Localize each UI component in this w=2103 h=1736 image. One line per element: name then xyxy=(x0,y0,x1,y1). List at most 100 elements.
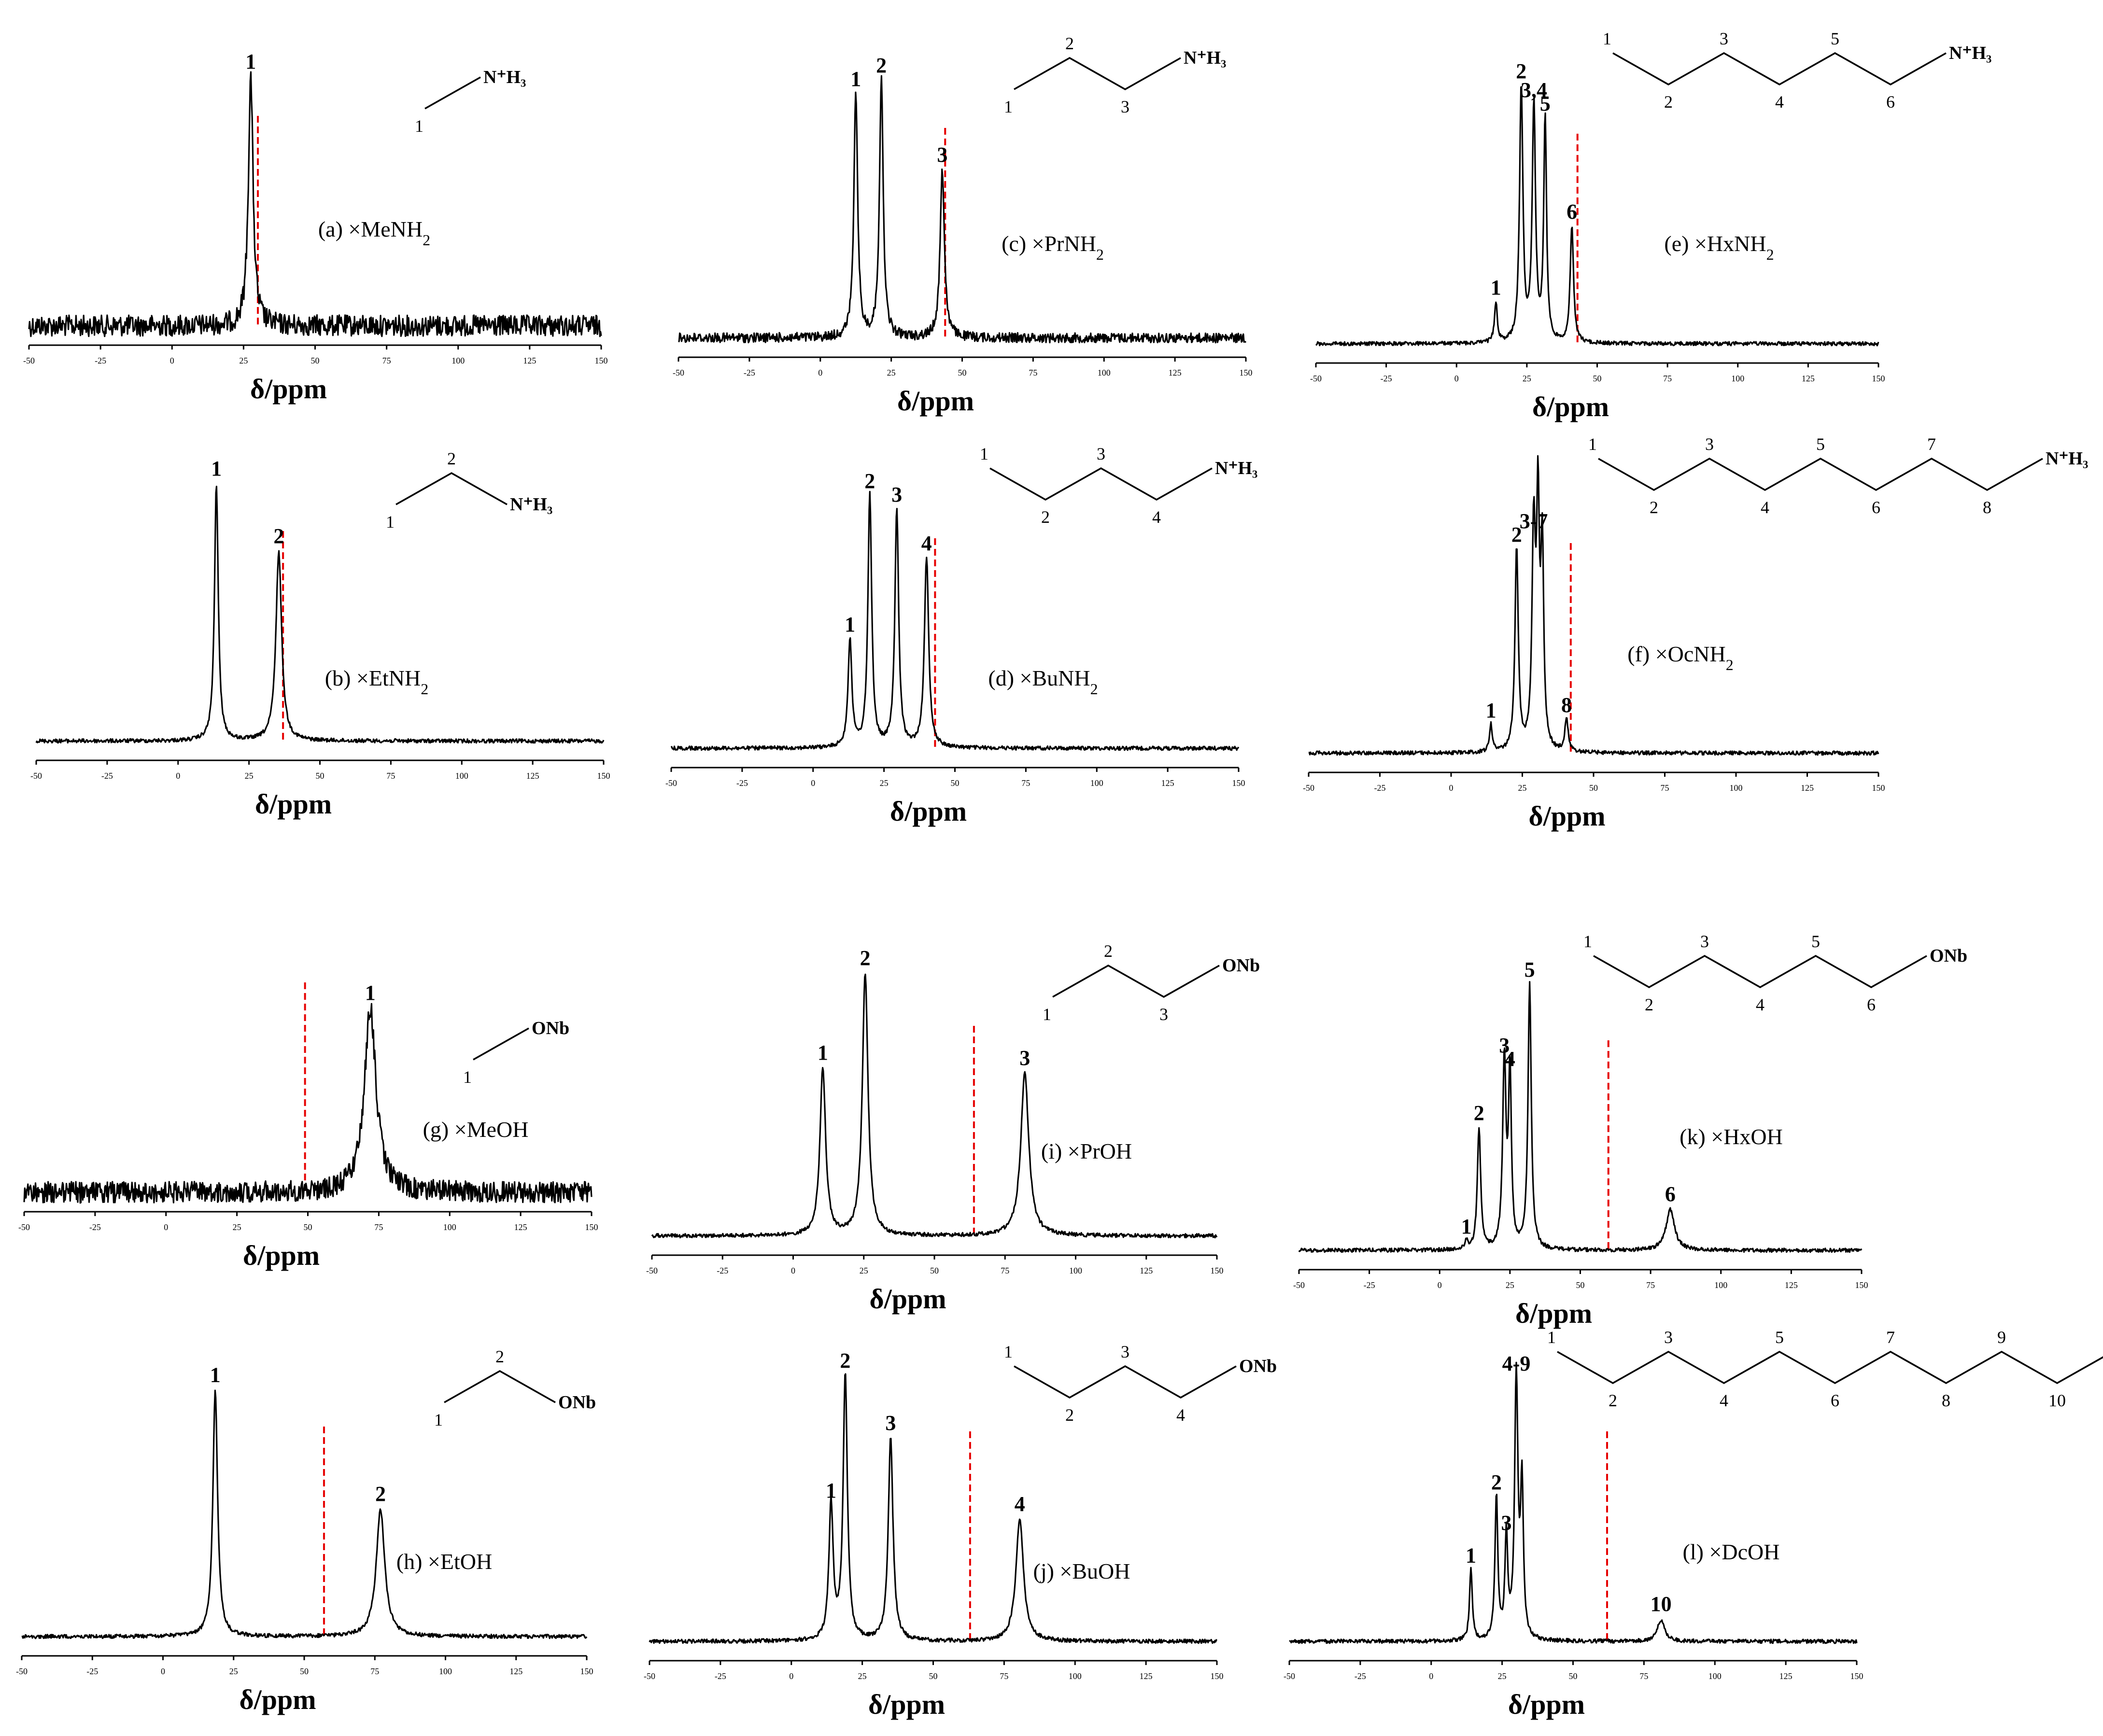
x-tick-label: 150 xyxy=(1211,1266,1224,1275)
x-axis-title: δ/ppm xyxy=(255,788,332,820)
x-tick-label: 75 xyxy=(1021,778,1030,788)
x-tick-label: 100 xyxy=(452,356,465,365)
x-tick-label: 25 xyxy=(1506,1280,1514,1290)
x-tick-label: 125 xyxy=(1779,1671,1792,1681)
panel-label: (b) ×EtNH2 xyxy=(325,666,428,698)
molecule-bonds xyxy=(1014,1365,1237,1399)
x-tick-label: 25 xyxy=(1523,374,1531,383)
x-tick-label: 150 xyxy=(1872,374,1885,383)
x-tick-label: 150 xyxy=(1232,778,1245,788)
spectrum-trace xyxy=(1298,981,1863,1253)
carbon-number: 1 xyxy=(1547,1328,1556,1347)
carbon-number: 2 xyxy=(1609,1391,1617,1410)
carbon-number: 3 xyxy=(1664,1328,1673,1347)
x-tick-label: 150 xyxy=(1211,1671,1224,1681)
x-tick-label: 50 xyxy=(929,1671,938,1681)
molecule-structure: 1 2 ONb xyxy=(434,1347,596,1429)
x-tick-label: 125 xyxy=(1801,783,1814,793)
x-tick-label: 75 xyxy=(1639,1671,1648,1681)
peak-label: 1 xyxy=(1491,276,1501,299)
carbon-number: 4 xyxy=(1761,498,1769,517)
molecule-structure: 1 2 3 4 5 6 ONb xyxy=(1583,932,1967,1014)
spectrum-trace xyxy=(35,486,605,744)
peak-label: 2 xyxy=(1491,1470,1502,1494)
molecule-bonds xyxy=(1014,56,1181,91)
x-tick-label: 125 xyxy=(514,1222,527,1232)
molecule-structure: 1 ONb xyxy=(463,1018,569,1087)
carbon-number: 6 xyxy=(1872,498,1880,517)
molecule-structure: 1 2 3 4 ONb xyxy=(1004,1342,1277,1425)
carbon-number: 5 xyxy=(1811,932,1820,951)
x-tick-label: 125 xyxy=(1140,1671,1153,1681)
x-tick-label: -25 xyxy=(715,1671,726,1681)
x-tick-label: -25 xyxy=(1364,1280,1375,1290)
x-axis-title: δ/ppm xyxy=(1515,1298,1592,1329)
carbon-number: 4 xyxy=(1775,92,1784,112)
x-tick-label: 50 xyxy=(951,778,960,788)
carbon-number: 1 xyxy=(980,444,988,463)
x-tick-label: 125 xyxy=(1161,778,1174,788)
head-group: N⁺H₃ xyxy=(1184,48,1226,68)
panel-label: (a) ×MeNH2 xyxy=(318,217,430,249)
panel-label: (g) ×MeOH xyxy=(423,1117,529,1142)
carbon-number: 2 xyxy=(1065,34,1074,53)
molecule-structure: 1 2 3 4 5 6 7 8 N⁺H₃ xyxy=(1588,434,2088,517)
x-axis-title: δ/ppm xyxy=(890,796,967,827)
head-group: ONb xyxy=(558,1392,596,1413)
peak-label: 2 xyxy=(864,469,875,493)
carbon-number: 2 xyxy=(1041,507,1050,527)
x-tick-label: 25 xyxy=(229,1666,238,1676)
x-tick-label: 100 xyxy=(1098,368,1111,378)
x-tick-label: -50 xyxy=(1293,1280,1305,1290)
carbon-number: 5 xyxy=(1816,434,1825,454)
peak-label: 2 xyxy=(375,1482,386,1506)
carbon-number: 1 xyxy=(1588,434,1597,454)
x-tick-label: -50 xyxy=(30,771,42,781)
x-tick-label: -50 xyxy=(23,356,35,365)
x-tick-label: -50 xyxy=(1310,374,1322,383)
carbon-number: 4 xyxy=(1176,1405,1185,1425)
x-axis-title: δ/ppm xyxy=(250,373,327,405)
x-tick-label: 0 xyxy=(818,368,822,378)
x-tick-label: -25 xyxy=(101,771,113,781)
x-tick-label: 150 xyxy=(597,771,610,781)
peak-label: 1 xyxy=(365,981,376,1005)
x-tick-label: 75 xyxy=(386,771,395,781)
panel-label: (l) ×DcOH xyxy=(1683,1540,1780,1564)
carbon-number: 3 xyxy=(1720,29,1728,48)
spectrum-panel-i: -50 -25 0 25 50 75 100 125 150 δ/ppm 1 2 3 (i) ×PrOH 1… xyxy=(646,941,1260,1315)
peak-label: 4-9 xyxy=(1502,1352,1531,1375)
molecule-bonds xyxy=(1593,954,1927,989)
spectrum-trace xyxy=(28,71,602,337)
x-tick-label: 125 xyxy=(1140,1266,1153,1275)
head-group: N⁺H₃ xyxy=(483,67,526,87)
carbon-number: 2 xyxy=(1065,1405,1074,1425)
x-axis-title: δ/ppm xyxy=(868,1689,945,1720)
x-axis-title: δ/ppm xyxy=(869,1283,946,1315)
molecule-bonds xyxy=(1557,1350,2103,1385)
x-tick-label: 75 xyxy=(1001,1266,1009,1275)
x-tick-label: 75 xyxy=(1661,783,1669,793)
x-tick-label: 25 xyxy=(233,1222,241,1232)
carbon-number: 1 xyxy=(434,1410,443,1429)
carbon-number: 6 xyxy=(1886,92,1895,112)
molecule-bonds xyxy=(424,76,481,110)
x-tick-label: 125 xyxy=(1169,368,1182,378)
spectrum-trace xyxy=(670,490,1240,751)
carbon-number: 4 xyxy=(1756,995,1764,1014)
x-tick-label: 50 xyxy=(311,356,320,365)
spectrum-panel-j: -50 -25 0 25 50 75 100 125 150 δ/ppm 1 2 3 4 (j) ×BuOH… xyxy=(644,1342,1277,1720)
carbon-number: 4 xyxy=(1152,507,1161,527)
head-group: ONb xyxy=(1222,955,1260,976)
peak-label: 2 xyxy=(840,1349,850,1372)
x-tick-label: 50 xyxy=(300,1666,309,1676)
x-tick-label: 100 xyxy=(1090,778,1103,788)
carbon-number: 6 xyxy=(1831,1391,1839,1410)
carbon-number: 7 xyxy=(1886,1328,1895,1347)
peak-label: 2 xyxy=(1511,523,1522,546)
x-tick-label: 150 xyxy=(1855,1280,1868,1290)
x-tick-label: 150 xyxy=(580,1666,593,1676)
peak-label: 3 xyxy=(1499,1034,1510,1057)
